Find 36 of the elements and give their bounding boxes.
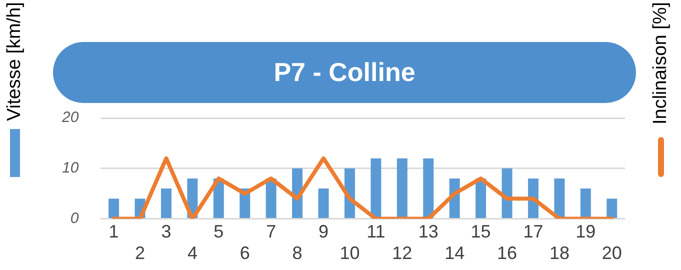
bar xyxy=(423,158,434,218)
x-tick-label: 15 xyxy=(470,222,491,242)
y-tick-label: 10 xyxy=(62,160,80,177)
x-tick-label: 1 xyxy=(108,222,119,242)
y-tick-label: 20 xyxy=(60,109,80,126)
x-tick-label: 10 xyxy=(340,243,360,264)
x-tick-label: 11 xyxy=(366,222,386,242)
x-tick-label: 7 xyxy=(266,222,276,242)
x-tick-label: 12 xyxy=(392,243,412,264)
bar xyxy=(554,178,565,218)
bar xyxy=(396,158,408,218)
x-tick-label: 16 xyxy=(497,243,518,264)
bar xyxy=(370,158,382,218)
x-tick-label: 18 xyxy=(549,243,570,264)
x-tick-label: 14 xyxy=(444,243,465,264)
bar xyxy=(160,188,172,218)
x-tick-label: 4 xyxy=(187,243,198,264)
x-tick-label: 8 xyxy=(292,243,302,264)
x-tick-label: 17 xyxy=(523,222,544,242)
bar xyxy=(580,188,591,218)
x-tick-label: 2 xyxy=(135,243,146,264)
x-tick-label: 3 xyxy=(161,222,172,242)
x-tick-label: 6 xyxy=(240,243,250,264)
bar xyxy=(318,188,329,218)
y2-axis-title: Inclinaison [%] xyxy=(650,2,672,125)
y-axis-title: Vitesse [km/h] xyxy=(4,2,26,121)
chart-title: P7 - Colline xyxy=(53,42,636,103)
bar xyxy=(502,168,512,218)
y-tick-label: 0 xyxy=(70,210,80,227)
x-tick-label: 5 xyxy=(214,222,224,242)
bar xyxy=(606,198,618,218)
x-tick-label: 13 xyxy=(418,222,438,242)
bar xyxy=(108,198,120,218)
x-tick-label: 19 xyxy=(576,222,596,242)
x-tick-label: 9 xyxy=(318,222,329,242)
x-tick-label: 20 xyxy=(602,243,622,264)
